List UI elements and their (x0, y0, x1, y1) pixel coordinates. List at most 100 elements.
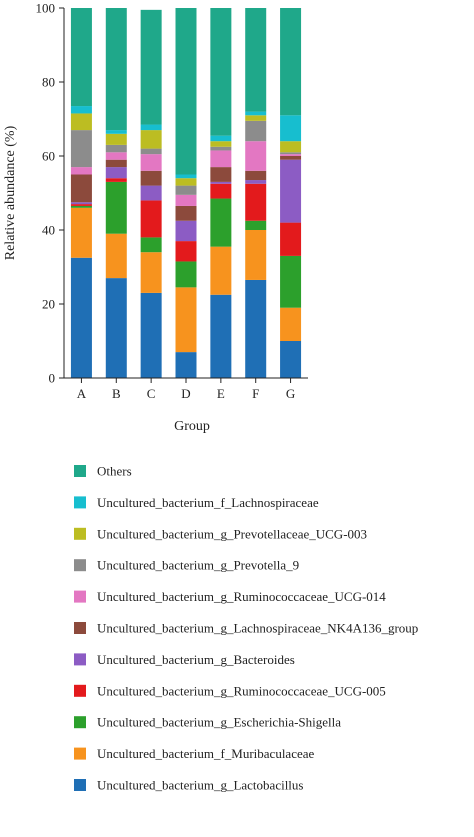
bar-segment-G-6 (280, 154, 302, 156)
legend-swatch (74, 653, 86, 666)
bar-segment-E-2 (210, 198, 232, 247)
bar-segment-A-0 (70, 257, 92, 378)
bar-segment-B-4 (105, 167, 127, 179)
x-axis-label: Group (174, 419, 210, 434)
bar-segment-B-9 (105, 130, 127, 134)
legend-label: Uncultured_bacterium_g_Ruminococcaceae_U… (97, 589, 386, 604)
bar-segment-F-0 (245, 279, 267, 378)
bar-segment-A-4 (70, 202, 92, 205)
bar-segment-G-8 (280, 141, 302, 153)
bar-segment-D-0 (175, 352, 197, 378)
axes-layer: 0 20 40 60 80 100 A B C D E F G (36, 1, 308, 401)
bar-segment-G-7 (280, 152, 302, 155)
bar-segment-C-4 (140, 185, 162, 201)
bar-segment-A-5 (70, 174, 92, 203)
bars-layer (70, 8, 302, 378)
bar-segment-F-9 (245, 111, 267, 116)
legend-label: Uncultured_bacterium_f_Muribaculaceae (97, 746, 315, 761)
legend-swatch (74, 716, 86, 729)
x-tick-label: E (217, 386, 225, 401)
bar-segment-D-7 (175, 185, 197, 195)
x-tick-label: B (112, 386, 121, 401)
bar-segment-D-8 (175, 178, 197, 186)
legend-label: Uncultured_bacterium_g_Escherichia-Shige… (97, 715, 341, 730)
x-tick-label: G (286, 386, 295, 401)
bar-segment-C-2 (140, 237, 162, 253)
bar-segment-F-5 (245, 170, 267, 181)
bar-segment-A-1 (70, 207, 92, 258)
x-tick-label: C (147, 386, 156, 401)
bar-segment-B-2 (105, 181, 127, 234)
y-axis-label: Relative abundance (%) (3, 125, 18, 260)
bar-segment-C-0 (140, 292, 162, 378)
bar-segment-E-1 (210, 246, 232, 295)
bar-segment-B-8 (105, 133, 127, 145)
legend-swatch (74, 779, 86, 791)
legend-swatch (74, 747, 86, 760)
legend-label: Uncultured_bacterium_g_Lachnospiraceae_N… (97, 621, 418, 636)
bar-segment-E-8 (210, 141, 232, 147)
bar-segment-D-1 (175, 287, 197, 353)
bar-segment-A-8 (70, 113, 92, 131)
y-tick-label: 80 (42, 75, 55, 90)
bar-segment-F-3 (245, 183, 267, 221)
bar-segment-D-3 (175, 241, 197, 262)
bar-segment-G-1 (280, 307, 302, 341)
bar-segment-B-1 (105, 233, 127, 279)
bar-segment-E-10 (210, 8, 232, 136)
bar-segment-E-0 (210, 294, 232, 378)
bar-segment-D-6 (175, 194, 197, 206)
bar-segment-F-2 (245, 220, 267, 230)
x-tick-label: F (252, 386, 259, 401)
y-tick-label: 40 (42, 223, 55, 238)
bar-segment-A-2 (70, 205, 92, 208)
y-tick-label: 20 (42, 297, 55, 312)
x-tick-label: A (77, 386, 87, 401)
bar-segment-D-9 (175, 174, 197, 179)
legend-swatch (74, 590, 86, 603)
bar-segment-C-6 (140, 154, 162, 171)
bar-segment-F-8 (245, 115, 267, 121)
legend-label: Uncultured_bacterium_g_Ruminococcaceae_U… (97, 683, 386, 698)
bar-segment-F-7 (245, 120, 267, 142)
bar-segment-C-3 (140, 200, 162, 238)
bar-segment-F-6 (245, 141, 267, 171)
bar-segment-G-3 (280, 222, 302, 256)
bar-segment-E-4 (210, 181, 232, 184)
x-tick-label: D (181, 386, 190, 401)
bar-segment-A-3 (70, 204, 92, 206)
bar-segment-E-6 (210, 150, 232, 168)
bar-segment-A-9 (70, 106, 92, 114)
bar-segment-E-7 (210, 146, 232, 151)
bar-segment-C-10 (140, 9, 162, 125)
legend-swatch (74, 527, 86, 540)
bar-segment-G-0 (280, 341, 302, 378)
y-tick-label: 60 (42, 149, 55, 164)
bar-segment-C-1 (140, 252, 162, 293)
legend-label: Others (97, 464, 132, 479)
bar-segment-A-7 (70, 130, 92, 168)
legend-swatch (74, 496, 86, 509)
bar-segment-G-10 (280, 8, 302, 116)
y-tick-label: 100 (36, 1, 56, 16)
legend: Others Uncultured_bacterium_f_Lachnospira… (74, 464, 418, 793)
legend-swatch (74, 622, 86, 634)
bar-segment-B-10 (105, 8, 127, 131)
bar-segment-F-10 (245, 8, 267, 112)
bar-segment-G-2 (280, 255, 302, 308)
bar-segment-B-5 (105, 159, 127, 168)
bar-segment-C-7 (140, 148, 162, 155)
bar-segment-C-8 (140, 130, 162, 149)
legend-swatch (74, 559, 86, 572)
bar-segment-E-9 (210, 135, 232, 142)
bar-segment-F-1 (245, 230, 267, 280)
legend-swatch (74, 684, 86, 697)
bar-segment-A-10 (70, 8, 92, 107)
bar-segment-B-6 (105, 152, 127, 160)
bar-segment-D-10 (175, 8, 197, 175)
legend-label: Uncultured_bacterium_g_Bacteroides (97, 652, 295, 667)
bar-segment-D-2 (175, 261, 197, 288)
bar-segment-E-5 (210, 167, 232, 182)
bar-segment-C-9 (140, 124, 162, 131)
